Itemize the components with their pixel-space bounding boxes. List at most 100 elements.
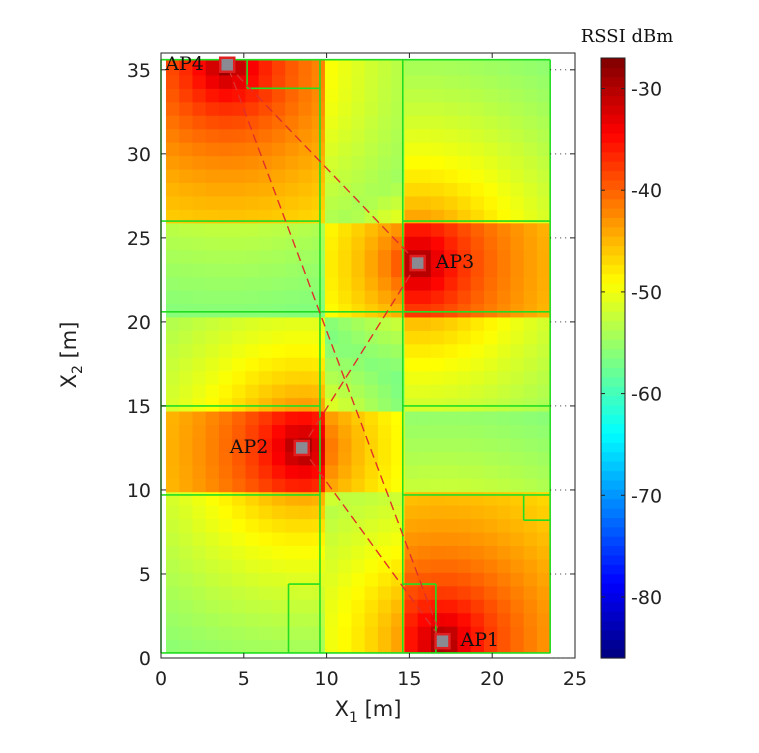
heatmap-cell bbox=[351, 505, 366, 520]
heatmap-cell bbox=[245, 599, 260, 614]
heatmap-cell bbox=[324, 59, 339, 63]
heatmap-cell bbox=[258, 424, 273, 439]
heatmap-cell bbox=[258, 572, 273, 587]
heatmap-cell bbox=[311, 61, 326, 76]
heatmap-cell bbox=[364, 505, 379, 520]
heatmap-cell bbox=[285, 61, 300, 76]
heatmap-cell bbox=[430, 128, 445, 143]
heatmap-cell bbox=[218, 410, 233, 426]
heatmap-cell bbox=[218, 572, 233, 587]
heatmap-cell bbox=[391, 276, 406, 291]
heatmap-cell bbox=[404, 518, 419, 533]
heatmap-cell bbox=[271, 316, 286, 331]
heatmap-cell bbox=[218, 195, 233, 210]
heatmap-cell bbox=[245, 74, 260, 89]
heatmap-cell bbox=[271, 491, 286, 506]
heatmap-cell bbox=[311, 182, 326, 197]
heatmap-cell bbox=[205, 397, 220, 412]
heatmap-cell bbox=[377, 437, 392, 452]
heatmap-cell bbox=[218, 518, 233, 533]
heatmap-cell bbox=[457, 168, 472, 184]
heatmap-cell bbox=[218, 115, 233, 130]
heatmap-cell bbox=[258, 59, 273, 63]
heatmap-cell bbox=[245, 572, 260, 587]
heatmap-cell bbox=[483, 343, 498, 358]
heatmap-cell bbox=[404, 168, 419, 184]
heatmap-cell bbox=[338, 370, 353, 385]
heatmap-cell bbox=[364, 88, 379, 103]
heatmap-cell bbox=[470, 195, 485, 210]
heatmap-cell bbox=[523, 518, 538, 533]
heatmap-cell bbox=[404, 585, 419, 600]
heatmap-cell bbox=[245, 101, 260, 116]
heatmap-cell bbox=[351, 599, 366, 614]
heatmap-cell bbox=[457, 195, 472, 210]
heatmap-cell bbox=[298, 585, 313, 600]
heatmap-cell bbox=[404, 357, 419, 372]
heatmap-cell bbox=[338, 424, 353, 439]
heatmap-cell bbox=[444, 437, 459, 452]
heatmap-cell bbox=[285, 626, 300, 641]
heatmap-cell bbox=[497, 518, 512, 533]
heatmap-cell bbox=[510, 343, 525, 358]
heatmap-cell bbox=[377, 491, 392, 506]
heatmap-cell bbox=[192, 437, 207, 452]
heatmap-cell bbox=[232, 115, 247, 130]
heatmap-cell bbox=[444, 612, 459, 627]
heatmap-cell bbox=[457, 303, 472, 318]
heatmap-cell bbox=[285, 303, 300, 318]
heatmap-cell bbox=[377, 558, 392, 573]
heatmap-cell bbox=[377, 74, 392, 89]
heatmap-cell bbox=[404, 303, 419, 318]
heatmap-cell bbox=[179, 316, 194, 331]
heatmap-cell bbox=[483, 451, 498, 466]
heatmap-cell bbox=[483, 74, 498, 89]
heatmap-cell bbox=[311, 612, 326, 627]
heatmap-cell bbox=[457, 115, 472, 130]
heatmap-cell bbox=[510, 115, 525, 130]
heatmap-cell bbox=[285, 464, 300, 479]
heatmap-cell bbox=[179, 276, 194, 291]
heatmap-cell bbox=[483, 558, 498, 573]
heatmap-cell bbox=[391, 263, 406, 278]
heatmap-cell bbox=[298, 424, 313, 439]
heatmap-cell bbox=[205, 357, 220, 372]
heatmap-cell bbox=[338, 437, 353, 452]
heatmap-cell bbox=[457, 505, 472, 520]
heatmap-cell bbox=[324, 599, 339, 614]
heatmap-cell bbox=[258, 209, 273, 224]
colorbar-band bbox=[601, 142, 625, 153]
heatmap-cell bbox=[165, 639, 180, 654]
heatmap-cell bbox=[523, 343, 538, 358]
heatmap-cell bbox=[245, 612, 260, 627]
heatmap-cell bbox=[232, 195, 247, 210]
heatmap-cell bbox=[417, 370, 432, 385]
heatmap-cell bbox=[523, 384, 538, 399]
heatmap-cell bbox=[232, 128, 247, 143]
heatmap-cell bbox=[377, 209, 392, 224]
heatmap-cell bbox=[470, 505, 485, 520]
heatmap-cell bbox=[192, 88, 207, 103]
heatmap-cell bbox=[179, 424, 194, 439]
heatmap-cell bbox=[364, 263, 379, 278]
heatmap-cell bbox=[404, 491, 419, 506]
heatmap-cell bbox=[298, 142, 313, 157]
heatmap-cell bbox=[165, 518, 180, 533]
heatmap-cell bbox=[444, 101, 459, 116]
heatmap-cell bbox=[179, 384, 194, 399]
heatmap-cell bbox=[245, 330, 260, 345]
heatmap-cell bbox=[364, 128, 379, 143]
heatmap-cell bbox=[497, 263, 512, 278]
heatmap-cell bbox=[444, 59, 459, 63]
heatmap-cell bbox=[298, 639, 313, 654]
heatmap-cell bbox=[510, 572, 525, 587]
heatmap-cell bbox=[285, 370, 300, 385]
heatmap-cell bbox=[430, 330, 445, 345]
heatmap-cell bbox=[377, 316, 392, 331]
heatmap-cell bbox=[417, 59, 432, 63]
heatmap-cell bbox=[205, 168, 220, 184]
heatmap-cell bbox=[338, 128, 353, 143]
heatmap-cell bbox=[430, 182, 445, 197]
heatmap-cell bbox=[430, 115, 445, 130]
heatmap-cell bbox=[179, 330, 194, 345]
